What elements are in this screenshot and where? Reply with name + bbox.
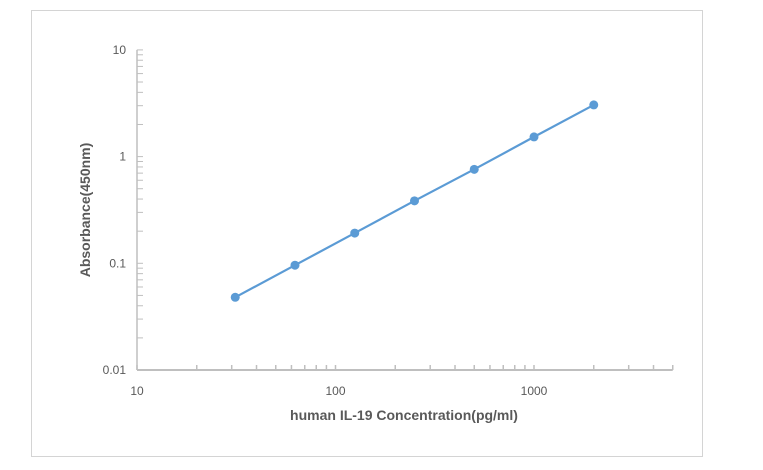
x-tick-label: 10 (130, 384, 144, 398)
chart-frame (31, 10, 703, 457)
data-point (230, 292, 240, 302)
data-series (230, 100, 599, 302)
data-point (589, 100, 599, 110)
y-axis: 10 1 0.1 0.01 (103, 43, 143, 377)
data-point (350, 228, 360, 238)
y-tick-label: 10 (113, 43, 127, 57)
x-axis-title: human IL-19 Concentration(pg/ml) (290, 407, 518, 423)
x-tick-label: 100 (325, 384, 345, 398)
data-point (529, 132, 539, 142)
data-point (469, 164, 479, 174)
data-point (409, 196, 419, 206)
y-tick-label: 1 (119, 150, 126, 164)
x-tick-label: 1000 (521, 384, 548, 398)
y-tick-label: 0.01 (103, 363, 127, 377)
y-tick-label: 0.1 (109, 256, 126, 270)
data-point (290, 260, 300, 270)
y-axis-title: Absorbance(450nm) (77, 143, 93, 278)
x-axis: 10 100 1000 (130, 365, 674, 398)
